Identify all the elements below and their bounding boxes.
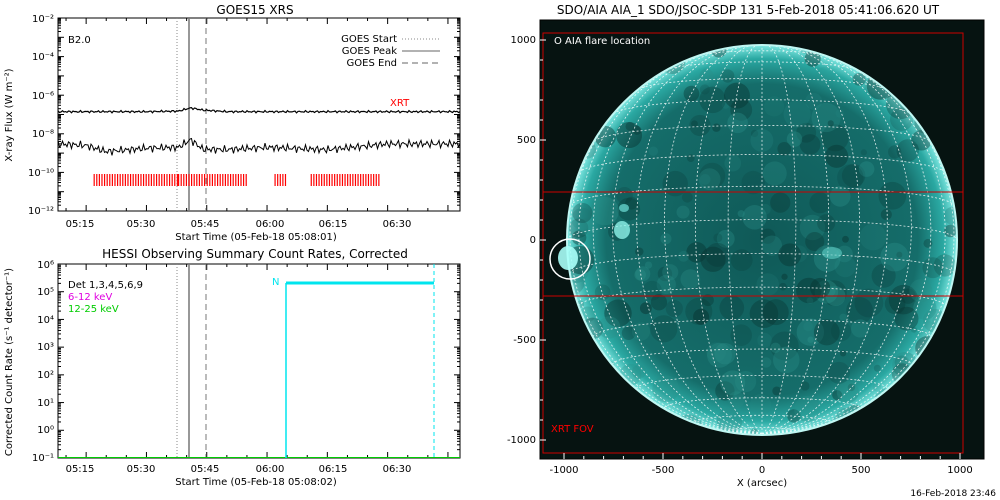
hessi-night-flag-label: N	[272, 277, 279, 288]
hessi-xtick: 05:45	[191, 464, 220, 475]
aia-xtick: 500	[851, 465, 870, 476]
hessi-xtick: 05:30	[127, 464, 156, 475]
hessi-ytick: 10⁴	[37, 315, 54, 326]
active-region	[619, 204, 629, 212]
goes-legend: GOES Start GOES Peak GOES End	[341, 34, 440, 69]
legend-goes-start: GOES Start	[341, 34, 397, 45]
goes-ytick: 10⁻⁸	[32, 129, 54, 140]
hessi-ylabel: Corrected Count Rate (s⁻¹ detector⁻¹)	[4, 268, 15, 456]
plot-timestamp: 16-Feb-2018 23:46	[910, 489, 996, 499]
aia-ytick: 1000	[511, 35, 536, 46]
hessi-legend-12-25: 12-25 keV	[68, 304, 119, 315]
active-region	[822, 247, 842, 259]
goes-xtick: 05:45	[191, 219, 220, 230]
xrt-label: XRT	[390, 98, 410, 109]
aia-xtick: 0	[759, 465, 765, 476]
goes-title: GOES15 XRS	[216, 3, 293, 17]
goes-xtick: 06:00	[256, 219, 285, 230]
aia-panel: SDO/AIA AIA_1 SDO/JSOC-SDP 131 5-Feb-201…	[507, 3, 996, 499]
goes-class-label: B2.0	[68, 35, 91, 46]
aia-y-tick-labels: 1000 500 0 -500 -1000	[507, 35, 536, 446]
goes-y-tick-labels: 10⁻¹² 10⁻¹⁰ 10⁻⁸ 10⁻⁶ 10⁻⁴ 10⁻²	[28, 14, 54, 217]
legend-goes-peak: GOES Peak	[342, 46, 397, 57]
hessi-plot-frame	[57, 263, 461, 459]
aia-flare-location-circle	[549, 238, 591, 280]
goes-xtick: 05:15	[66, 219, 95, 230]
xrt-fov-box	[542, 32, 964, 454]
goes-ytick: 10⁻¹⁰	[28, 168, 54, 179]
hessi-xtick: 05:15	[66, 464, 95, 475]
goes-long-channel-line	[57, 106, 461, 114]
hessi-ytick: 10²	[37, 370, 54, 381]
aia-xtick: 1000	[947, 465, 972, 476]
goes-xtick: 06:15	[319, 219, 348, 230]
hessi-xtick: 06:00	[256, 464, 285, 475]
legend-goes-end: GOES End	[347, 58, 397, 69]
hessi-y-tick-labels: 10⁻¹ 10⁰ 10¹ 10² 10³ 10⁴ 10⁵ 10⁶	[32, 260, 54, 464]
aia-xlabel: X (arcsec)	[737, 478, 787, 489]
aia-flare-location-label: O AIA flare location	[554, 36, 650, 47]
goes-ytick: 10⁻⁶	[32, 91, 54, 102]
hessi-title: HESSI Observing Summary Count Rates, Cor…	[102, 247, 408, 261]
aia-ytick: -1000	[507, 435, 536, 446]
hessi-ytick: 10⁵	[37, 287, 54, 298]
aia-x-tick-labels: -1000 -500 0 500 1000	[549, 465, 972, 476]
aia-title: SDO/AIA AIA_1 SDO/JSOC-SDP 131 5-Feb-201…	[557, 3, 940, 17]
goes-ylabel: X-ray Flux (W m⁻²)	[4, 68, 15, 161]
hessi-legend-6-12: 6-12 keV	[68, 292, 112, 303]
active-region	[614, 221, 630, 239]
xrt-fov-label: XRT FOV	[551, 424, 594, 435]
hessi-ytick: 10⁶	[37, 260, 54, 271]
hessi-xlabel: Start Time (05-Feb-18 05:08:02)	[175, 477, 337, 488]
goes-ytick: 10⁻¹²	[28, 206, 54, 217]
hessi-panel: HESSI Observing Summary Count Rates, Cor…	[4, 247, 461, 488]
goes-short-channel-line	[57, 137, 461, 156]
aia-xtick: -1000	[549, 465, 578, 476]
hessi-x-tick-labels: 05:15 05:30 05:45 06:00 06:15 06:30	[66, 464, 412, 475]
hessi-ytick: 10³	[37, 342, 54, 353]
hessi-legend: Det 1,3,4,5,6,9 6-12 keV 12-25 keV	[68, 280, 143, 315]
goes-ytick: 10⁻⁴	[32, 52, 54, 63]
aia-xtick: -500	[652, 465, 675, 476]
hessi-xtick: 06:15	[319, 464, 348, 475]
goes-plot-frame	[57, 17, 461, 212]
goes-ytick: 10⁻²	[32, 14, 54, 25]
xrt-coverage-bars	[93, 174, 380, 186]
sun-limb	[566, 44, 958, 436]
hessi-ytick: 10⁻¹	[32, 453, 54, 464]
flare-region	[558, 246, 578, 270]
goes-xlabel: Start Time (05-Feb-18 05:08:01)	[175, 232, 337, 243]
goes-xtick: 06:30	[383, 219, 412, 230]
hessi-ytick: 10¹	[37, 398, 54, 409]
hessi-detectors-label: Det 1,3,4,5,6,9	[68, 280, 143, 291]
goes-x-tick-labels: 05:15 05:30 05:45 06:00 06:15 06:30	[66, 219, 412, 230]
aia-ytick: 500	[517, 135, 536, 146]
aia-ytick: 0	[530, 235, 536, 246]
hessi-ytick: 10⁰	[37, 425, 54, 436]
goes-xtick: 05:30	[127, 219, 156, 230]
goes-panel: GOES15 XRS 10⁻¹² 10⁻¹⁰ 10⁻⁸ 10⁻⁶ 10⁻⁴ 10…	[4, 3, 461, 243]
aia-ytick: -500	[513, 335, 536, 346]
hessi-xtick: 06:30	[383, 464, 412, 475]
